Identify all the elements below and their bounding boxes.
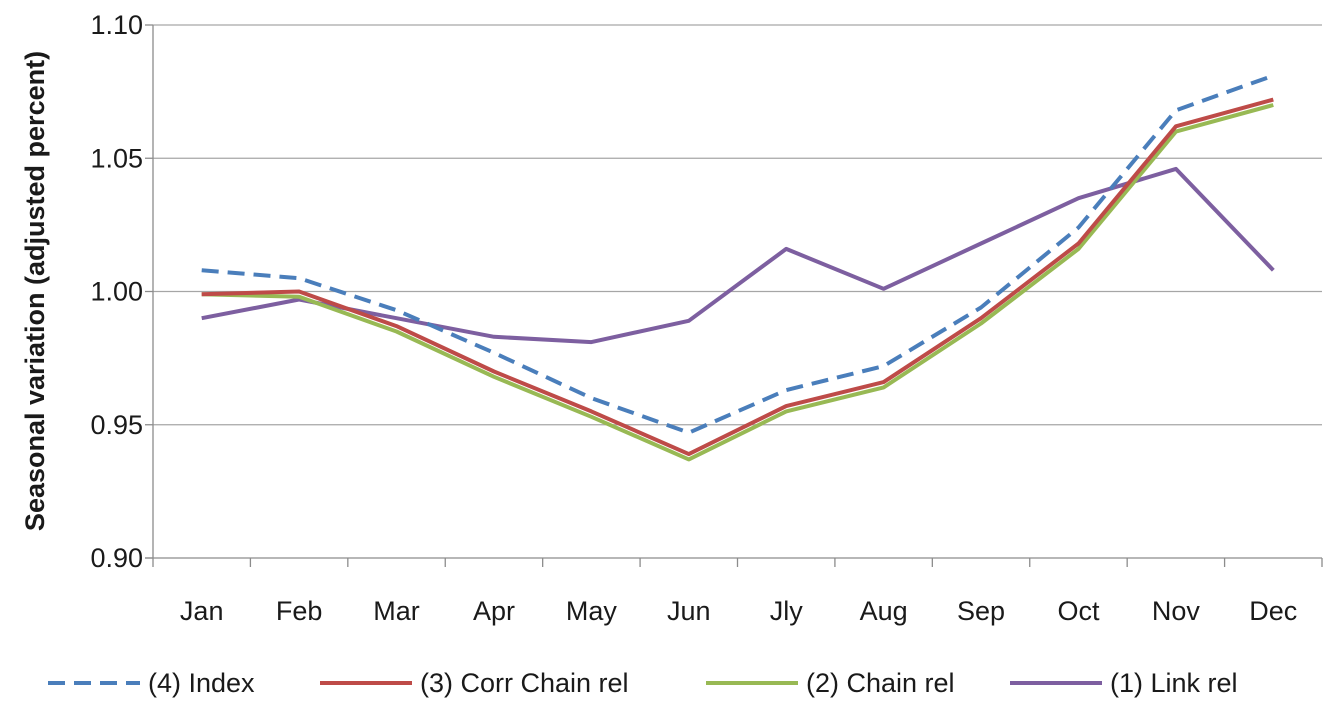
series-layer [201,73,1275,462]
y-axis-title: Seasonal variation (adjusted percent) [20,51,50,531]
y-tick-label: 1.00 [90,277,143,307]
series-line-4 [201,166,1275,345]
x-tick-label: Jan [180,596,224,626]
legend-label: (2) Chain rel [806,668,955,698]
series-line-3 [201,103,1274,462]
legend-label: (1) Link rel [1110,668,1238,698]
y-tick-label: 0.95 [90,410,143,440]
legend: (4) Index (3) Corr Chain rel (2) Chain rel… [48,668,1238,698]
y-tick-label: 0.90 [90,543,143,573]
legend-label: (4) Index [148,668,255,698]
x-tick-label: Nov [1152,596,1201,626]
x-tick-label: Mar [373,596,420,626]
x-tick-label: Jly [770,596,803,626]
y-tick-label: 1.10 [90,10,143,40]
grid-layer [153,24,1322,426]
x-tick-label: Dec [1249,596,1297,626]
x-tick-label: Aug [860,596,908,626]
x-tick-label: Sep [957,596,1005,626]
x-tick-label: Feb [276,596,323,626]
axis-layer: 0.90 0.95 1.00 1.05 1.10 Jan Feb Mar Apr May Jun Jl… [90,10,1323,626]
legend-label: (3) Corr Chain rel [420,668,629,698]
series-line-1 [201,73,1274,435]
x-tick-label: Oct [1057,596,1100,626]
x-tick-label: May [566,596,618,626]
x-tick-label: Apr [473,596,515,626]
x-tick-label: Jun [667,596,711,626]
series-line-2 [201,97,1274,457]
y-tick-label: 1.05 [90,143,143,173]
